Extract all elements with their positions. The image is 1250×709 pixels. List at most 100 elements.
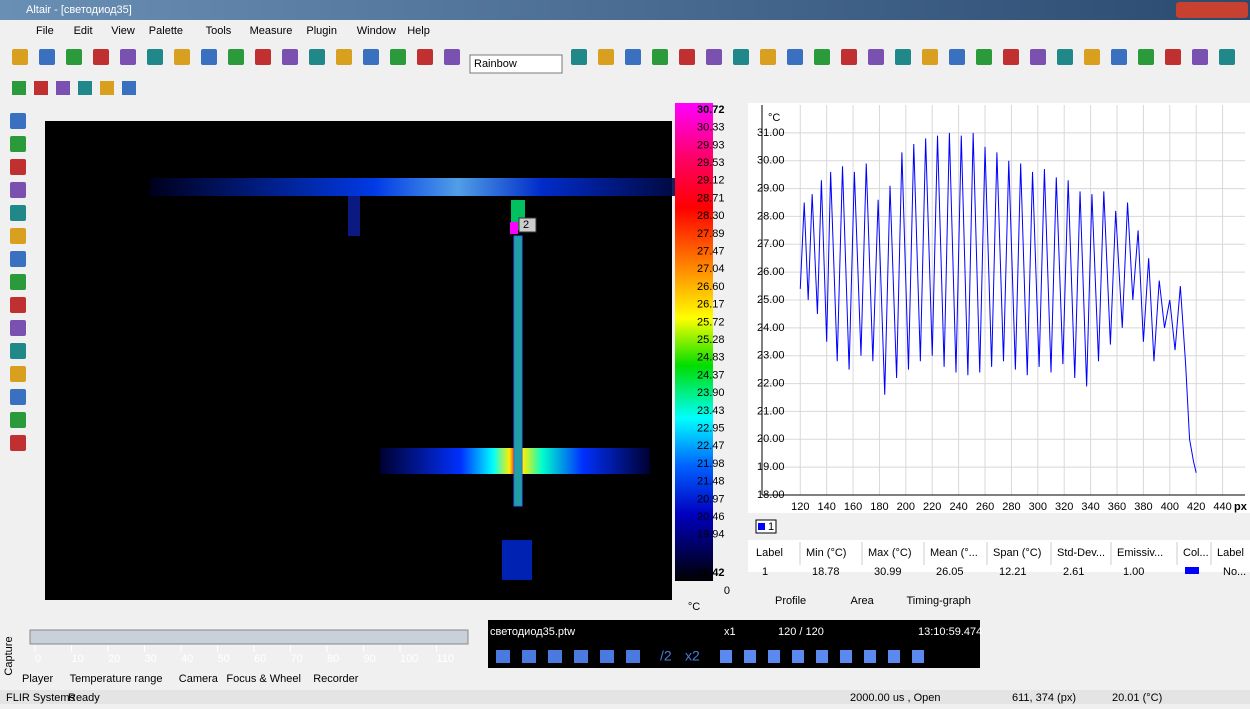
half-speed[interactable]: /2 [660,648,672,664]
toolbar-button[interactable] [1192,49,1208,65]
table-header[interactable]: Emissiv... [1117,547,1163,559]
toolbar-button[interactable] [1138,49,1154,65]
toolbar-button[interactable] [93,49,109,65]
toolbar-button[interactable] [228,49,244,65]
player-button[interactable] [768,650,780,663]
tool-button[interactable] [10,228,26,244]
toolbar-button[interactable] [1057,49,1073,65]
table-header[interactable]: Mean (°... [930,547,978,559]
toolbar-button[interactable] [255,49,271,65]
toolbar-button[interactable] [120,49,136,65]
menu-item[interactable]: Edit [74,25,93,37]
player-button[interactable] [864,650,876,663]
palette-value[interactable]: Rainbow [474,58,517,70]
bottom-tab[interactable]: Camera [179,673,219,685]
toolbar-button[interactable] [39,49,55,65]
toolbar-button[interactable] [309,49,325,65]
toolbar-button[interactable] [66,49,82,65]
tool-button[interactable] [10,412,26,428]
tool-button[interactable] [10,274,26,290]
tool-button[interactable] [10,159,26,175]
bottom-tab[interactable]: Temperature range [70,673,163,685]
toolbar-button[interactable] [976,49,992,65]
toolbar-button[interactable] [122,81,136,95]
player-button[interactable] [522,650,536,663]
toolbar-button[interactable] [571,49,587,65]
bottom-tab[interactable]: Recorder [313,673,359,685]
toolbar-button[interactable] [78,81,92,95]
player-button[interactable] [912,650,924,663]
toolbar-button[interactable] [679,49,695,65]
toolbar-button[interactable] [444,49,460,65]
toolbar-button[interactable] [787,49,803,65]
toolbar-button[interactable] [1219,49,1235,65]
toolbar-button[interactable] [922,49,938,65]
player-button[interactable] [496,650,510,663]
double-speed[interactable]: x2 [685,648,700,664]
player-button[interactable] [816,650,828,663]
toolbar-button[interactable] [1030,49,1046,65]
toolbar-button[interactable] [363,49,379,65]
toolbar-button[interactable] [147,49,163,65]
toolbar-button[interactable] [12,49,28,65]
panel-tab[interactable]: Profile [775,595,806,607]
player-button[interactable] [626,650,640,663]
toolbar-button[interactable] [417,49,433,65]
toolbar-button[interactable] [598,49,614,65]
menu-item[interactable]: Plugin [306,25,337,37]
tool-button[interactable] [10,389,26,405]
toolbar-button[interactable] [56,81,70,95]
tool-button[interactable] [10,435,26,451]
toolbar-button[interactable] [706,49,722,65]
toolbar-button[interactable] [1111,49,1127,65]
table-header[interactable]: Std-Dev... [1057,547,1105,559]
tool-button[interactable] [10,297,26,313]
table-header[interactable]: Max (°C) [868,547,912,559]
player-button[interactable] [840,650,852,663]
table-header[interactable]: Span (°C) [993,547,1041,559]
player-button[interactable] [888,650,900,663]
menu-item[interactable]: File [36,25,54,37]
toolbar-button[interactable] [34,81,48,95]
table-header[interactable]: Col... [1183,547,1209,559]
bottom-tab[interactable]: Focus & Wheel [226,673,301,685]
toolbar-button[interactable] [1084,49,1100,65]
window-controls[interactable] [1176,2,1248,18]
player-button[interactable] [720,650,732,663]
toolbar-button[interactable] [174,49,190,65]
tool-button[interactable] [10,113,26,129]
tool-button[interactable] [10,251,26,267]
timeline[interactable] [30,630,468,644]
table-header[interactable]: Label [756,547,783,559]
toolbar-button[interactable] [814,49,830,65]
table-header[interactable]: Label [1217,547,1244,559]
toolbar-button[interactable] [868,49,884,65]
toolbar-button[interactable] [652,49,668,65]
toolbar-button[interactable] [100,81,114,95]
tool-button[interactable] [10,182,26,198]
menu-item[interactable]: View [111,25,135,37]
player-button[interactable] [574,650,588,663]
toolbar-button[interactable] [625,49,641,65]
toolbar-button[interactable] [390,49,406,65]
toolbar-button[interactable] [760,49,776,65]
toolbar-button[interactable] [201,49,217,65]
tool-button[interactable] [10,205,26,221]
table-header[interactable]: Min (°C) [806,547,846,559]
toolbar-button[interactable] [282,49,298,65]
tool-button[interactable] [10,320,26,336]
tool-button[interactable] [10,366,26,382]
player-button[interactable] [600,650,614,663]
menu-item[interactable]: Help [407,25,430,37]
toolbar-button[interactable] [895,49,911,65]
toolbar-button[interactable] [336,49,352,65]
toolbar-button[interactable] [733,49,749,65]
menu-item[interactable]: Palette [149,25,183,37]
toolbar-button[interactable] [949,49,965,65]
menu-item[interactable]: Tools [206,25,232,37]
player-button[interactable] [792,650,804,663]
player-button[interactable] [744,650,756,663]
menu-item[interactable]: Window [357,25,396,37]
toolbar-button[interactable] [1165,49,1181,65]
panel-tab[interactable]: Timing-graph [907,595,971,607]
